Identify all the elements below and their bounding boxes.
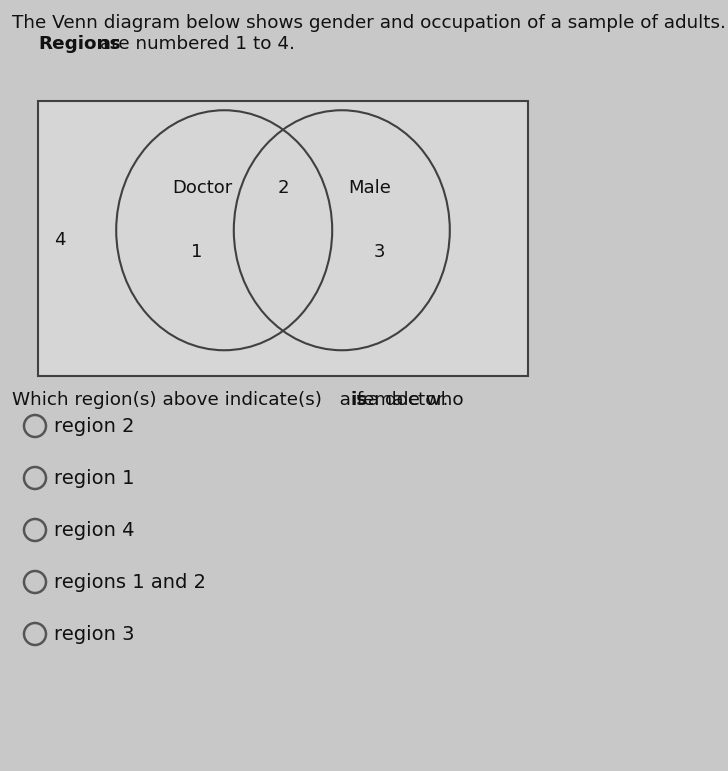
Text: 1: 1 [191,243,202,261]
Text: are numbered 1 to 4.: are numbered 1 to 4. [94,35,295,53]
Text: Male: Male [349,179,391,197]
Text: 4: 4 [55,231,66,249]
Text: region 3: region 3 [54,625,135,644]
Circle shape [24,467,46,489]
Text: Doctor: Doctor [172,179,232,197]
Text: a doctor.: a doctor. [362,391,448,409]
Text: Regions: Regions [38,35,121,53]
Text: is: is [350,391,367,409]
Bar [38,101,528,376]
Circle shape [24,415,46,437]
Text: 3: 3 [374,243,386,261]
Circle shape [24,519,46,541]
Text: The Venn diagram below shows gender and occupation of a sample of adults.: The Venn diagram below shows gender and … [12,14,726,32]
Text: region 2: region 2 [54,416,135,436]
Circle shape [24,571,46,593]
Text: Which region(s) above indicate(s)   a female who: Which region(s) above indicate(s) a fema… [12,391,470,409]
Text: regions 1 and 2: regions 1 and 2 [54,573,206,591]
Text: region 4: region 4 [54,520,135,540]
Text: region 1: region 1 [54,469,135,487]
Text: 2: 2 [277,179,289,197]
Circle shape [24,623,46,645]
